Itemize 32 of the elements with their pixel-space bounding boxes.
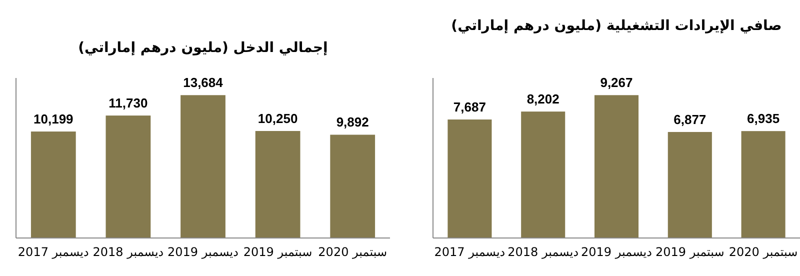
data-label: 11,730 <box>108 96 148 111</box>
data-label: 13,684 <box>183 75 224 90</box>
x-tick-label: ديسمبر 2017 <box>18 245 89 259</box>
x-tick-label: ديسمبر 2017 <box>434 245 506 259</box>
x-tick-label: ديسمبر 2018 <box>508 245 579 259</box>
data-label: 7,687 <box>453 100 486 114</box>
data-label: 9,892 <box>336 114 369 130</box>
x-tick-label: سبتمبر 2019 <box>243 245 312 259</box>
bar <box>330 134 376 238</box>
x-tick-label: سبتمبر 2020 <box>728 245 798 259</box>
x-tick-label: ديسمبر 2019 <box>168 245 238 259</box>
data-label: 6,877 <box>674 112 706 127</box>
x-tick-label: سبتمبر 2020 <box>318 245 388 259</box>
x-tick-label: سبتمبر 2019 <box>655 245 724 259</box>
data-label: 10,250 <box>258 110 298 126</box>
bar <box>180 95 226 238</box>
chart-title: صافي الإيرادات التشغيلية (مليون درهم إماراتي) <box>451 18 782 34</box>
data-label: 8,202 <box>526 92 560 107</box>
data-label: 6,935 <box>747 111 780 126</box>
bar <box>255 130 300 238</box>
bar <box>741 131 786 238</box>
x-tick-label: ديسمبر 2019 <box>581 245 652 259</box>
bar <box>30 132 76 238</box>
bar <box>106 116 151 238</box>
bar <box>521 112 566 238</box>
data-label: 9,267 <box>600 75 633 90</box>
data-label: 10,199 <box>34 112 74 127</box>
bar <box>594 95 639 238</box>
x-tick-label: ديسمبر 2018 <box>92 245 164 259</box>
chart-title: إجمالي الدخل (مليون درهم إماراتي) <box>78 40 328 56</box>
bar <box>448 120 492 238</box>
bar <box>668 132 712 238</box>
